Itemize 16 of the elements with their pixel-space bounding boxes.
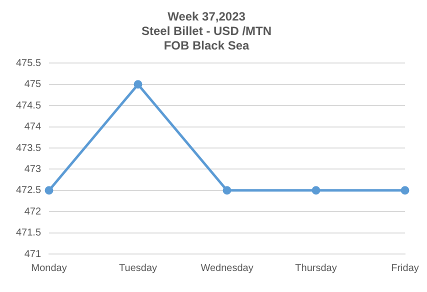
x-tick-label: Tuesday [119, 262, 158, 274]
y-tick-label: 474.5 [16, 100, 42, 112]
y-tick-label: 472 [24, 206, 42, 218]
x-tick-label: Thursday [295, 262, 337, 274]
y-tick-label: 471 [24, 248, 42, 260]
y-tick-label: 473.5 [16, 142, 42, 154]
y-tick-label: 471.5 [16, 228, 42, 239]
y-tick-label: 474 [24, 122, 42, 133]
x-tick-label: Wednesday [200, 262, 254, 274]
y-tick-label: 475 [24, 79, 42, 90]
y-tick-label: 472.5 [16, 185, 42, 196]
chart-title: Week 37,2023 Steel Billet - USD /MTN FOB Black Sea [141, 10, 272, 52]
x-tick-label: Friday [391, 262, 419, 274]
y-tick-label: 475.5 [16, 58, 42, 69]
y-tick-label: 473 [24, 164, 42, 175]
x-tick-label: Monday [31, 262, 67, 274]
